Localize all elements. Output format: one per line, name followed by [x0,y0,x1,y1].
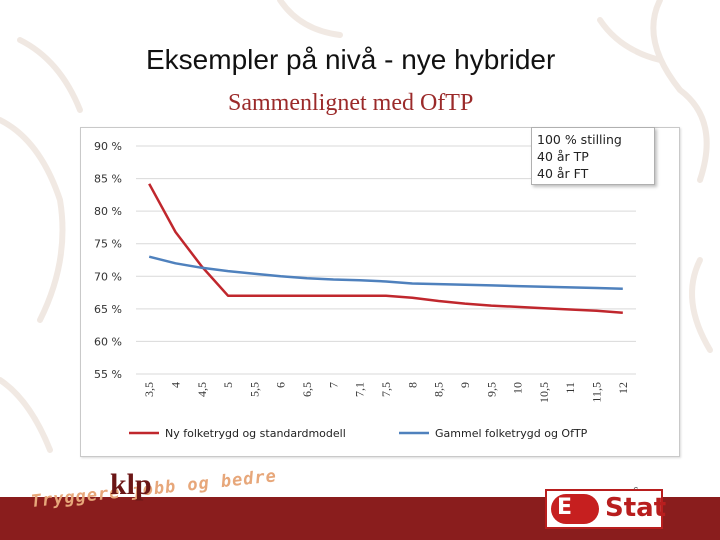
x-tick-label: 10,5 [537,382,551,403]
x-tick-label: 12 [616,382,630,394]
x-tick-label: 6,5 [300,382,314,397]
stat-logo: E Stat [545,489,667,529]
assumptions-note: 100 % stilling 40 år TP 40 år FT [531,127,655,185]
x-tick-label: 4,5 [195,382,209,397]
y-tick-label: 60 % [94,335,122,348]
series-line [148,183,623,315]
x-tick-label: 9 [458,382,472,388]
y-tick-label: 65 % [94,303,122,316]
x-tick-label: 4 [168,382,182,388]
y-tick-label: 85 % [94,173,122,186]
klp-logo: klp [110,468,152,501]
x-tick-label: 10 [511,382,525,394]
x-tick-label: 8 [405,382,419,388]
stat-logo-mark-text: E [557,495,573,520]
x-tick-label: 5 [221,382,235,388]
x-tick-label: 9,5 [484,382,498,397]
x-tick-label: 11,5 [590,382,604,403]
stat-logo-mark: E [551,494,599,524]
y-tick-label: 55 % [94,368,122,381]
stat-logo-text: Stat [605,493,667,523]
series-line [148,255,623,290]
note-line-tp: 40 år TP [537,149,589,164]
line-chart: 90 % 85 % 80 % 75 % 70 % 65 % 60 % 55 % 3,5 4 4,5 5… [94,140,636,440]
note-line-ft: 40 år FT [537,166,589,181]
y-tick-label: 80 % [94,205,122,218]
x-tick-label: 11 [563,382,577,394]
legend-label: Ny folketrygd og standardmodell [165,427,346,440]
y-tick-label: 90 % [94,140,122,153]
x-tick-label: 8,5 [432,382,446,397]
legend-label: Gammel folketrygd og OfTP [435,427,588,440]
y-tick-label: 75 % [94,238,122,251]
slide-subtitle: Sammenlignet med OfTP [228,90,474,116]
y-tick-label: 70 % [94,270,122,283]
x-tick-label: 6 [274,382,288,388]
x-tick-label: 7,1 [353,382,367,397]
x-tick-label: 5,5 [247,382,261,397]
slide-title: Eksempler på nivå - nye hybrider [146,44,556,75]
note-line-stilling: 100 % stilling [537,132,622,147]
x-tick-label: 7,5 [379,382,393,397]
x-tick-label: 7 [326,382,340,388]
x-tick-label: 3,5 [142,382,156,397]
